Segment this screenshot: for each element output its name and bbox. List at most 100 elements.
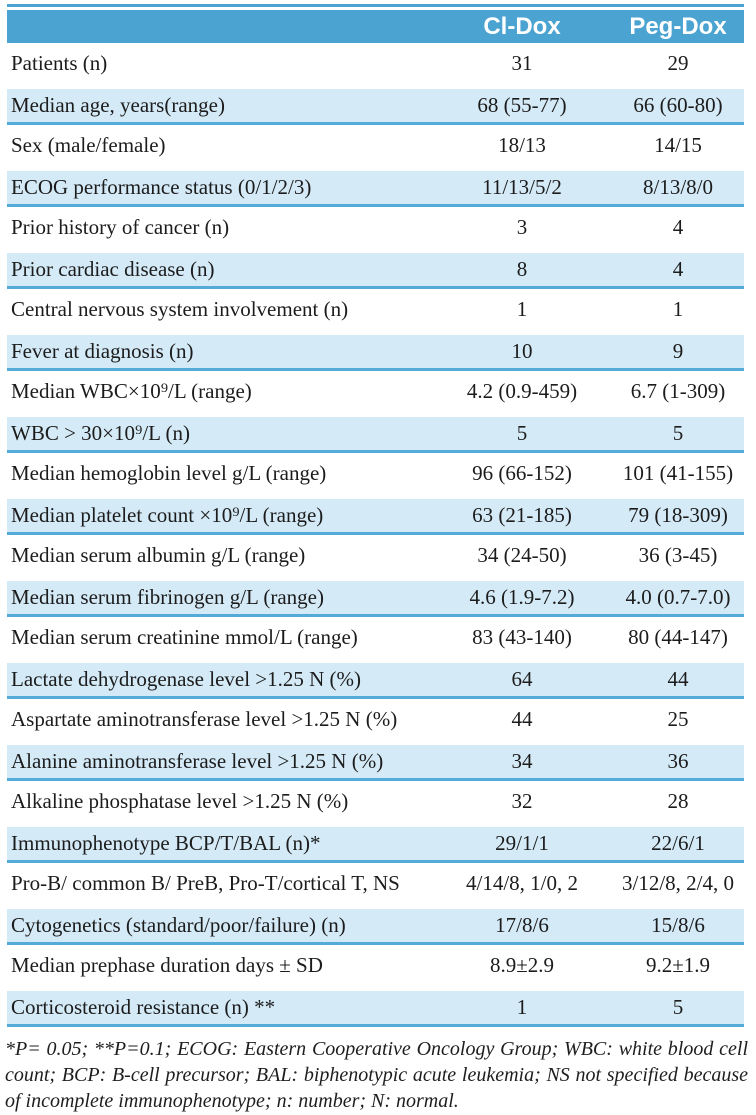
cl-dox-value-cell: 3 [516, 215, 528, 239]
table-row: Alkaline phosphatase level >1.25 N (%) 3… [7, 781, 744, 822]
peg-dox-value-cell: 22/6/1 [651, 831, 705, 855]
table-row: Corticosteroid resistance (n) ** 1 5 [7, 986, 744, 1027]
peg-dox-value-cell: 4.0 (0.7-7.0) [625, 585, 731, 609]
row-label-cell: Prior history of cancer (n) [11, 215, 230, 239]
table-row: Median age, years(range) 68 (55-77) 66 (… [7, 84, 744, 125]
row-label-cell: Corticosteroid resistance (n) ** [11, 995, 276, 1019]
cl-dox-value-cell: 64 [511, 667, 533, 691]
table-row: Fever at diagnosis (n) 10 9 [7, 330, 744, 371]
peg-dox-value-cell: 29 [667, 51, 689, 75]
peg-dox-value-cell: 80 (44-147) [628, 625, 728, 649]
peg-dox-value-cell: 3/12/8, 2/4, 0 [621, 871, 734, 895]
cl-dox-value-cell: 1 [516, 297, 528, 321]
row-label-cell: WBC > 30×10⁹/L (n) [11, 421, 190, 445]
cl-dox-value-cell: 96 (66-152) [472, 461, 572, 485]
row-label-cell: Alanine aminotransferase level >1.25 N (… [11, 749, 384, 773]
table-row: Median serum albumin g/L (range) 34 (24-… [7, 535, 744, 576]
table-row: Median prephase duration days ± SD 8.9±2… [7, 945, 744, 986]
table-row: ECOG performance status (0/1/2/3) 11/13/… [7, 166, 744, 207]
peg-dox-value-cell: 44 [667, 667, 689, 691]
table-footnote: *P= 0.05; **P=0.1; ECOG: Eastern Coopera… [5, 1038, 748, 1112]
peg-dox-value-cell: 15/8/6 [651, 913, 705, 937]
row-label-cell: Aspartate aminotransferase level >1.25 N… [11, 707, 398, 731]
peg-dox-value-cell: 36 [667, 749, 689, 773]
row-label-cell: Pro-B/ common B/ PreB, Pro-T/cortical T,… [11, 871, 400, 895]
cl-dox-value-cell: 4.2 (0.9-459) [466, 379, 578, 403]
table-row: Central nervous system involvement (n) 1… [7, 289, 744, 330]
table-row: Alanine aminotransferase level >1.25 N (… [7, 740, 744, 781]
peg-dox-value-cell: 28 [667, 789, 689, 813]
peg-dox-value-cell: 5 [672, 421, 684, 445]
table-row: Pro-B/ common B/ PreB, Pro-T/cortical T,… [7, 863, 744, 904]
cl-dox-value-cell: 11/13/5/2 [482, 175, 562, 199]
table-row: Median serum creatinine mmol/L (range) 8… [7, 617, 744, 658]
table-row: Prior history of cancer (n) 3 4 [7, 207, 744, 248]
row-label-cell: Prior cardiac disease (n) [11, 257, 215, 281]
row-label-cell: Fever at diagnosis (n) [11, 339, 194, 363]
table-header-row: Cl-Dox Peg-Dox [7, 10, 744, 43]
peg-dox-value-cell: 4 [672, 215, 684, 239]
cl-dox-value-cell: 34 (24-50) [477, 543, 567, 567]
table-container: Cl-Dox Peg-Dox Patients (n) 31 29 Median… [7, 4, 744, 1027]
table-row: Immunophenotype BCP/T/BAL (n)* 29/1/1 22… [7, 822, 744, 863]
cl-dox-value-cell: 4/14/8, 1/0, 2 [465, 871, 578, 895]
peg-dox-value-cell: 66 (60-80) [633, 93, 723, 117]
peg-dox-value-cell: 14/15 [654, 133, 702, 157]
peg-dox-value-cell: 1 [672, 297, 684, 321]
row-label-cell: Central nervous system involvement (n) [11, 297, 349, 321]
row-label-cell: ECOG performance status (0/1/2/3) [11, 175, 312, 199]
cl-dox-value-cell: 68 (55-77) [477, 93, 567, 117]
peg-dox-value-cell: 5 [672, 995, 684, 1019]
row-label-cell: Median age, years(range) [11, 93, 225, 117]
peg-dox-value-cell: 36 (3-45) [638, 543, 718, 567]
cl-dox-value-cell: 17/8/6 [495, 913, 549, 937]
cl-dox-value-cell: 10 [511, 339, 533, 363]
table-row: Sex (male/female) 18/13 14/15 [7, 125, 744, 166]
cl-dox-value-cell: 4.6 (1.9-7.2) [469, 585, 575, 609]
cl-dox-value-cell: 18/13 [498, 133, 546, 157]
cl-dox-value-cell: 8.9±2.9 [489, 953, 555, 977]
top-rule-divider [7, 4, 744, 7]
table-row: Median hemoglobin level g/L (range) 96 (… [7, 453, 744, 494]
cl-dox-value-cell: 63 (21-185) [472, 503, 572, 527]
table-body: Patients (n) 31 29 Median age, years(ran… [7, 43, 744, 1027]
row-label-cell: Lactate dehydrogenase level >1.25 N (%) [11, 667, 362, 691]
peg-dox-value-cell: 101 (41-155) [622, 461, 734, 485]
cl-dox-value-cell: 34 [511, 749, 533, 773]
row-label-cell: Patients (n) [11, 51, 108, 75]
cl-dox-value-cell: 5 [516, 421, 528, 445]
peg-dox-value-cell: 6.7 (1-309) [630, 379, 726, 403]
cl-dox-value-cell: 32 [511, 789, 533, 813]
peg-dox-value-cell: 25 [667, 707, 689, 731]
cl-dox-value-cell: 8 [516, 257, 528, 281]
cl-dox-value-cell: 29/1/1 [495, 831, 549, 855]
column-header-cl-dox: Cl-Dox [483, 12, 561, 40]
peg-dox-value-cell: 9.2±1.9 [645, 953, 711, 977]
table-row: WBC > 30×10⁹/L (n) 5 5 [7, 412, 744, 453]
row-label-cell: Median hemoglobin level g/L (range) [11, 461, 327, 485]
table-row: Lactate dehydrogenase level >1.25 N (%) … [7, 658, 744, 699]
table-row: Patients (n) 31 29 [7, 43, 744, 84]
cl-dox-value-cell: 1 [516, 995, 528, 1019]
row-label-cell: Median serum albumin g/L (range) [11, 543, 306, 567]
table-row: Cytogenetics (standard/poor/failure) (n)… [7, 904, 744, 945]
peg-dox-value-cell: 9 [672, 339, 684, 363]
table-row: Aspartate aminotransferase level >1.25 N… [7, 699, 744, 740]
cl-dox-value-cell: 31 [511, 51, 533, 75]
row-label-cell: Median serum fibrinogen g/L (range) [11, 585, 324, 609]
row-label-cell: Alkaline phosphatase level >1.25 N (%) [11, 789, 349, 813]
row-label-cell: Cytogenetics (standard/poor/failure) (n) [11, 913, 346, 937]
row-label-cell: Immunophenotype BCP/T/BAL (n)* [11, 831, 321, 855]
row-label-cell: Median platelet count ×10⁹/L (range) [11, 503, 324, 527]
table-row: Median WBC×10⁹/L (range) 4.2 (0.9-459) 6… [7, 371, 744, 412]
cl-dox-value-cell: 44 [511, 707, 533, 731]
peg-dox-value-cell: 8/13/8/0 [642, 175, 713, 199]
row-label-cell: Median serum creatinine mmol/L (range) [11, 625, 358, 649]
row-label-cell: Median prephase duration days ± SD [11, 953, 323, 977]
table-row: Prior cardiac disease (n) 8 4 [7, 248, 744, 289]
peg-dox-value-cell: 79 (18-309) [628, 503, 728, 527]
cl-dox-value-cell: 83 (43-140) [472, 625, 572, 649]
row-label-cell: Median WBC×10⁹/L (range) [11, 379, 252, 403]
row-label-cell: Sex (male/female) [11, 133, 166, 157]
